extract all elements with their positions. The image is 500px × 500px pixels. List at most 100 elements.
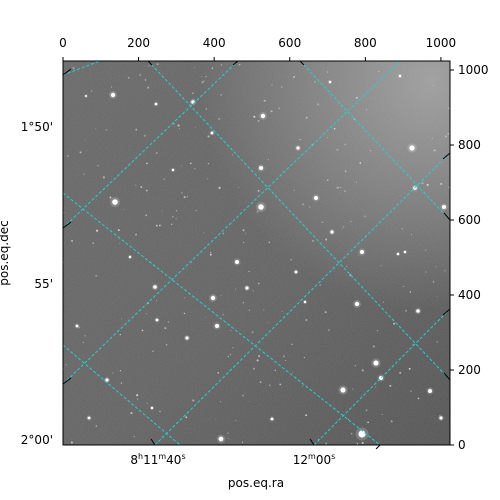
faint-star <box>217 372 220 374</box>
faint-star <box>238 186 240 188</box>
faint-star <box>123 209 125 211</box>
faint-star <box>140 186 143 188</box>
grid-edge-tick <box>442 152 451 160</box>
faint-star <box>256 210 259 213</box>
star <box>215 324 219 328</box>
grid-line <box>147 61 450 381</box>
faint-star <box>146 162 148 165</box>
star <box>428 389 432 393</box>
y-axis-label: pos.eq.dec <box>0 220 11 285</box>
grid-line <box>63 61 401 385</box>
faint-star <box>119 334 121 336</box>
faint-star <box>447 133 450 135</box>
ra-tick-label-1: 8h11m40s <box>130 452 185 467</box>
ra-tick-label-2: 12m00s <box>293 452 336 467</box>
faint-star <box>283 355 285 358</box>
faint-star <box>202 232 204 234</box>
faint-star <box>324 311 327 314</box>
faint-star <box>66 154 69 157</box>
star <box>171 168 175 172</box>
faint-star <box>355 96 358 99</box>
faint-star <box>209 251 212 254</box>
faint-star <box>245 233 247 235</box>
faint-star <box>220 94 223 96</box>
faint-star <box>135 128 138 131</box>
faint-star <box>146 402 148 405</box>
faint-star <box>192 399 195 402</box>
star <box>354 301 360 307</box>
faint-star <box>189 162 192 165</box>
right-axis-tick-label: 800 <box>458 138 481 152</box>
faint-star <box>121 318 123 320</box>
faint-star <box>227 355 229 358</box>
faint-star <box>161 210 163 212</box>
faint-star <box>257 190 260 192</box>
faint-star <box>403 285 405 287</box>
faint-star <box>96 229 99 232</box>
faint-star <box>440 182 443 185</box>
faint-star <box>177 124 180 127</box>
faint-star <box>389 384 392 387</box>
faint-star <box>326 71 329 73</box>
star <box>105 378 109 382</box>
grid-edge-tick <box>62 221 72 229</box>
faint-star <box>361 395 363 396</box>
faint-star <box>313 80 316 83</box>
grid-edge-tick <box>442 308 451 316</box>
faint-star <box>119 243 121 244</box>
x-axis-label: pos.eq.ra <box>228 476 284 490</box>
faint-star <box>192 92 194 94</box>
faint-star <box>167 321 170 323</box>
faint-star <box>435 266 437 268</box>
faint-star <box>372 345 375 348</box>
faint-star <box>426 183 429 186</box>
star <box>294 270 298 274</box>
faint-star <box>180 165 182 167</box>
star <box>128 255 132 259</box>
faint-star <box>321 221 323 223</box>
faint-star <box>361 369 364 372</box>
faint-star <box>144 79 147 81</box>
faint-star <box>336 186 339 189</box>
star <box>260 113 266 119</box>
faint-star <box>193 66 195 68</box>
star <box>270 417 274 421</box>
right-axis-tick-label: 1000 <box>458 63 489 77</box>
faint-star <box>263 99 266 102</box>
grid-edge-tick <box>147 60 153 66</box>
faint-star <box>305 414 308 417</box>
faint-star <box>205 75 207 78</box>
faint-star <box>135 184 137 186</box>
faint-star <box>170 223 173 226</box>
faint-star <box>117 229 120 232</box>
faint-star <box>325 442 328 445</box>
grid-line <box>63 61 101 76</box>
faint-star <box>435 295 437 297</box>
faint-star <box>95 274 98 277</box>
top-pixel-axis: 0 200 400 600 800 1000 <box>59 36 456 61</box>
top-axis-tick-label: 200 <box>127 36 150 50</box>
star <box>340 387 346 393</box>
faint-star <box>285 359 287 362</box>
faint-star <box>278 107 280 110</box>
faint-star <box>201 81 204 84</box>
faint-star <box>354 364 357 367</box>
faint-star <box>175 210 178 212</box>
faint-star <box>211 67 214 70</box>
faint-star <box>222 314 224 316</box>
faint-star <box>145 189 148 192</box>
faint-star <box>145 214 148 217</box>
faint-star <box>230 329 232 331</box>
faint-star <box>433 84 435 86</box>
faint-star <box>229 353 232 356</box>
star <box>153 285 157 289</box>
faint-star <box>158 224 161 227</box>
faint-star <box>342 225 345 228</box>
star <box>442 205 446 209</box>
faint-star <box>355 181 358 184</box>
faint-star <box>92 242 95 245</box>
faint-star <box>299 138 301 141</box>
right-axis-tick-label: 200 <box>458 363 481 377</box>
grid-edge-tick <box>232 60 239 66</box>
star <box>85 95 87 97</box>
